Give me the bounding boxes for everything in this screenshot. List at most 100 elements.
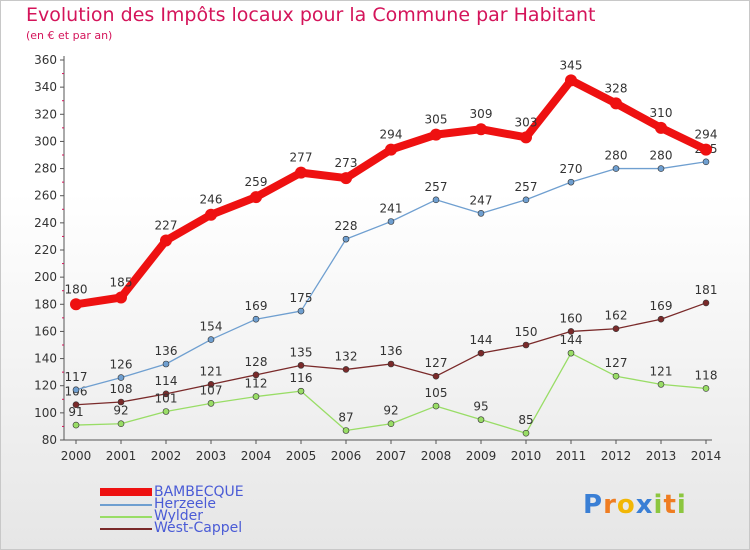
- data-label: 128: [245, 355, 268, 369]
- data-point: [702, 385, 710, 392]
- data-point: [340, 172, 352, 185]
- data-label: 310: [650, 106, 673, 120]
- data-label: 95: [473, 400, 488, 414]
- data-label: 92: [113, 404, 128, 418]
- data-label: 273: [335, 156, 358, 170]
- data-label: 169: [245, 299, 268, 313]
- data-label: 162: [605, 309, 628, 323]
- x-tick-label: 2004: [241, 449, 272, 463]
- data-label: 150: [515, 325, 538, 339]
- y-tick-label: 120: [34, 379, 57, 393]
- data-point: [657, 315, 665, 323]
- y-tick-label: 80: [42, 433, 57, 447]
- legend-label-herzeele: Herzeele: [154, 496, 216, 512]
- data-point: [387, 420, 395, 428]
- y-tick-label: 140: [34, 352, 57, 366]
- data-point: [117, 374, 125, 381]
- x-tick-label: 2011: [556, 449, 587, 463]
- data-label: 259: [245, 175, 268, 189]
- x-tick-label: 2008: [421, 449, 452, 463]
- legend-swatch-wylder: [100, 516, 152, 518]
- data-point: [655, 121, 667, 134]
- x-tick-label: 2005: [286, 449, 317, 463]
- data-point: [567, 349, 575, 357]
- data-label: 121: [200, 364, 223, 378]
- data-point: [342, 427, 350, 434]
- data-point: [162, 360, 170, 368]
- data-point: [297, 307, 305, 315]
- data-point: [657, 165, 665, 172]
- legend-label-bambecque: BAMBECQUE: [154, 484, 244, 500]
- data-point: [432, 196, 440, 204]
- data-point: [522, 341, 530, 349]
- y-tick-label: 300: [34, 134, 57, 148]
- data-label: 228: [335, 219, 358, 233]
- data-point: [162, 390, 170, 398]
- data-point: [70, 298, 82, 311]
- data-point: [160, 234, 172, 247]
- data-point: [207, 336, 215, 343]
- data-point: [387, 360, 395, 368]
- data-point: [250, 191, 262, 204]
- data-point: [342, 366, 350, 373]
- legend-swatch-herzeele: [100, 504, 152, 506]
- data-label: 118: [695, 368, 718, 382]
- data-label: 257: [515, 180, 538, 194]
- legend-swatch-bambecque: [100, 488, 152, 496]
- data-label: 114: [155, 374, 178, 388]
- x-tick-label: 2001: [106, 449, 137, 463]
- data-label: 127: [605, 356, 628, 370]
- data-label: 85: [518, 413, 533, 427]
- data-label: 345: [560, 58, 583, 72]
- data-point: [252, 315, 260, 323]
- x-tick-label: 2000: [61, 449, 92, 463]
- data-point: [612, 325, 620, 333]
- data-label: 160: [560, 311, 583, 325]
- data-label: 181: [695, 283, 718, 297]
- data-point: [207, 381, 215, 388]
- data-label: 126: [110, 358, 133, 372]
- legend-label-wylder: Wylder: [154, 508, 204, 524]
- data-point: [297, 387, 305, 395]
- y-tick-label: 200: [34, 270, 57, 284]
- data-label: 135: [290, 345, 313, 359]
- data-point: [522, 429, 530, 437]
- data-label: 91: [68, 405, 83, 419]
- data-point: [612, 165, 620, 172]
- data-point: [477, 349, 485, 357]
- data-point: [657, 381, 665, 388]
- data-point: [610, 97, 622, 110]
- y-tick-label: 280: [34, 162, 57, 176]
- data-label: 280: [605, 149, 628, 163]
- data-point: [72, 386, 80, 394]
- x-tick-label: 2002: [151, 449, 182, 463]
- x-tick-label: 2014: [691, 449, 722, 463]
- proxiti-logo: Proxiti: [583, 490, 687, 520]
- data-point: [477, 210, 485, 217]
- data-label: 92: [383, 404, 398, 418]
- data-label: 175: [290, 291, 313, 305]
- x-tick-label: 2013: [646, 449, 677, 463]
- legend-label-west-cappel: West-Cappel: [154, 520, 243, 536]
- y-tick-label: 240: [34, 216, 57, 230]
- series-line-bambecque: [75, 76, 708, 309]
- data-point: [475, 123, 487, 136]
- data-label: 303: [515, 115, 538, 129]
- y-tick-label: 100: [34, 406, 57, 420]
- data-label: 169: [650, 299, 673, 313]
- data-label: 185: [110, 276, 133, 290]
- data-label: 294: [380, 128, 403, 142]
- data-point: [252, 393, 260, 400]
- data-label: 105: [425, 386, 448, 400]
- data-label: 280: [650, 149, 673, 163]
- data-label: 247: [470, 193, 493, 207]
- data-point: [162, 408, 170, 415]
- data-label: 257: [425, 180, 448, 194]
- data-label: 112: [245, 377, 268, 391]
- data-label: 277: [290, 151, 313, 165]
- data-label: 101: [155, 392, 178, 406]
- data-label: 127: [425, 356, 448, 370]
- y-tick-label: 220: [34, 243, 57, 257]
- data-point: [387, 218, 395, 225]
